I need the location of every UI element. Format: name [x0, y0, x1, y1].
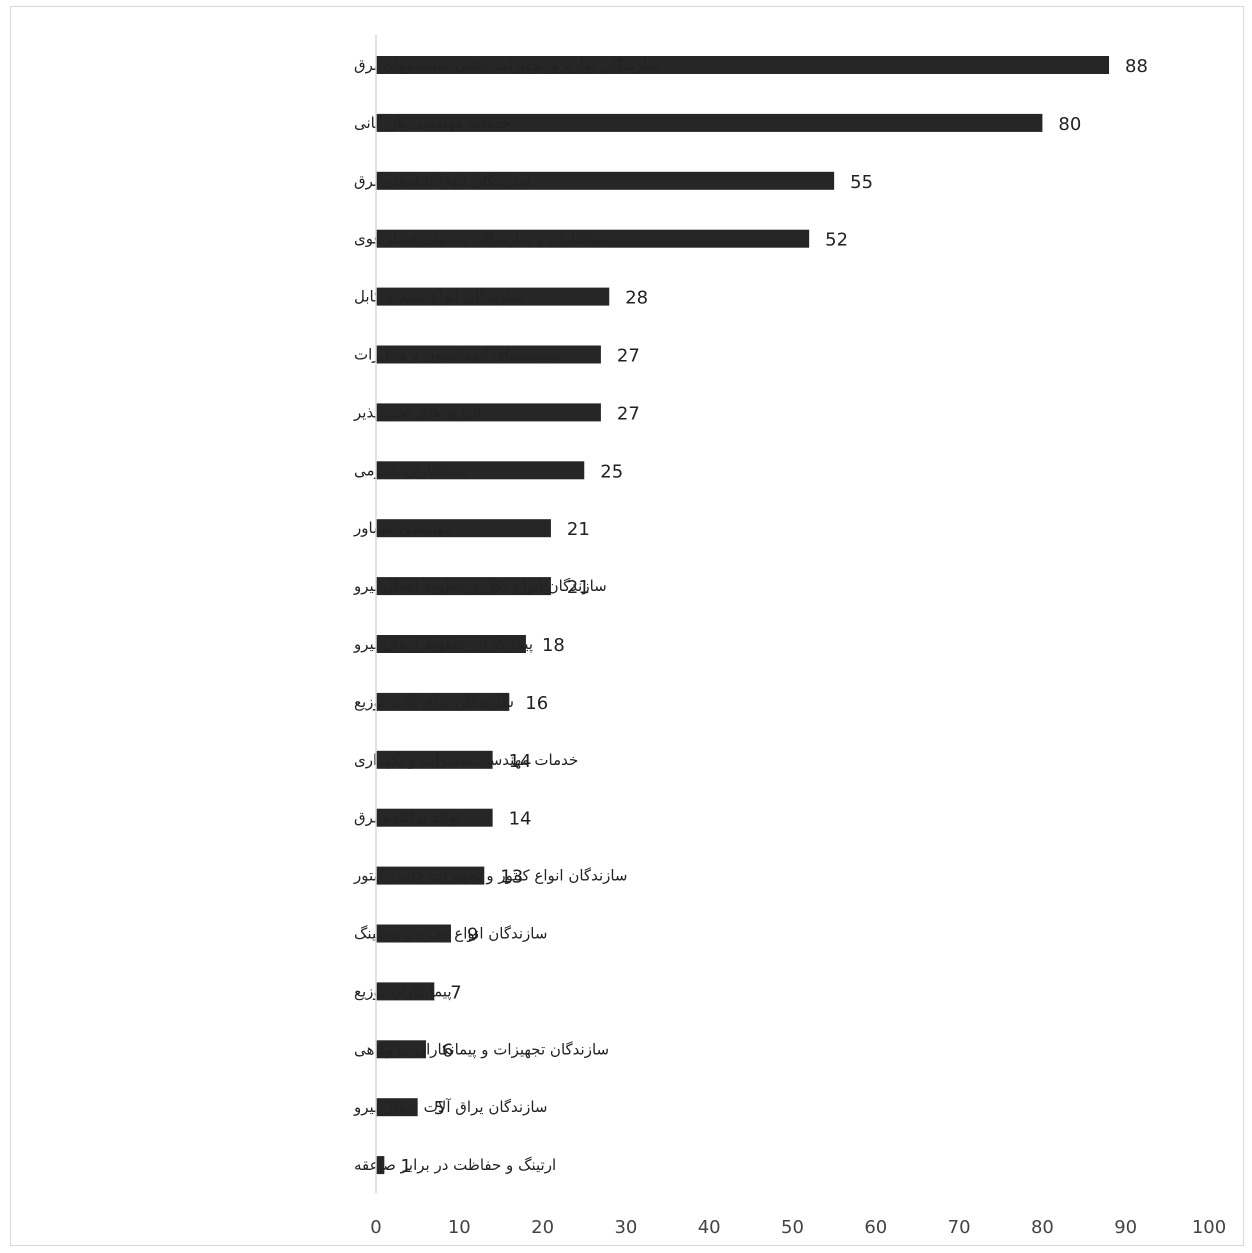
category-label: ارتینگ و حفاظت در برابر صاعقه — [354, 1156, 556, 1174]
x-tick-label: 70 — [948, 1217, 971, 1238]
x-tick-label: 90 — [1114, 1217, 1137, 1238]
value-label: 52 — [825, 230, 848, 251]
category-label: سازندگان انواع سیم و کابل — [354, 288, 523, 306]
category-label: تولید پراکنده برق — [354, 809, 461, 828]
bar — [376, 924, 451, 943]
category-label: سازندگان انواع تابلوهای برق — [354, 172, 531, 190]
bar — [376, 1098, 418, 1117]
category-label: خدمات مهندسی بازرگانی — [354, 114, 511, 132]
x-tick-label: 50 — [781, 1217, 804, 1238]
category-label: مهندسی مشاور — [353, 519, 452, 537]
category-label: پیمانکاران و سازندگان پستهای فشار قوی — [354, 230, 610, 249]
value-label: 55 — [850, 172, 873, 193]
value-labels: 88 80 55 52 28 27 27 25 21 21 18 16 14 14 13 9 7 6 5 1 — [400, 56, 1148, 1177]
x-axis-ticks: 0 10 20 30 40 50 60 70 80 90 100 — [370, 1217, 1226, 1238]
bar — [376, 113, 1043, 132]
category-label: سیستمهای اتوماسیون و مخابرات — [354, 346, 560, 364]
value-label: 14 — [509, 809, 532, 830]
bar — [376, 808, 493, 827]
bar — [376, 519, 551, 538]
value-label: 16 — [525, 693, 548, 714]
value-label: 13 — [500, 867, 523, 888]
bar — [376, 56, 1110, 74]
bar — [376, 750, 493, 769]
category-label: سازندگان یراق آلات انتقال نیرو — [353, 1098, 547, 1116]
bar — [376, 866, 485, 885]
x-tick-label: 100 — [1192, 1217, 1226, 1238]
value-label: 88 — [1125, 56, 1148, 77]
category-label: پیمانکاران توزیع — [354, 982, 452, 1001]
bar — [376, 287, 610, 306]
bar — [376, 171, 835, 190]
category-label: سازندگان لوازم و تجهیزات جانبی سیستمهای … — [354, 56, 660, 74]
bar — [376, 692, 510, 711]
category-label: سازندگان یراق آلات توزیع — [354, 693, 514, 711]
value-label: 14 — [509, 751, 532, 772]
bar — [376, 1156, 385, 1175]
bar — [376, 1040, 426, 1059]
bar — [376, 345, 601, 364]
value-label: 25 — [600, 461, 623, 482]
value-label: 27 — [617, 346, 640, 367]
bar — [376, 229, 810, 248]
x-tick-label: 0 — [370, 1217, 381, 1238]
value-label: 28 — [625, 288, 648, 309]
x-tick-label: 60 — [864, 1217, 887, 1238]
category-label: پیمانکاران خطوط انتقال نیرو — [353, 635, 533, 654]
value-label: 7 — [450, 982, 461, 1003]
category-label: سازندگان انواع کنتور و تجهیزات جانبی کنت… — [353, 867, 628, 885]
bar — [376, 577, 551, 596]
x-tick-label: 40 — [698, 1217, 721, 1238]
category-label: سازندگان انواع مقره و بوشینگ — [354, 925, 547, 943]
category-label: سازندگان انواع دکل و خطوط انتقال نیرو — [353, 577, 607, 595]
category-label: خدمات مهندسی،تعمیرات و نگهداری — [354, 751, 578, 769]
bar — [376, 461, 585, 480]
x-tick-label: 30 — [614, 1217, 637, 1238]
x-tick-label: 10 — [448, 1217, 471, 1238]
chart-frame — [10, 6, 1244, 1246]
bar — [376, 403, 601, 422]
value-label: 1 — [400, 1156, 411, 1177]
value-label: 6 — [442, 1040, 453, 1061]
category-label: انرژی های تجدیدپذیر — [353, 403, 482, 422]
value-label: 21 — [567, 577, 590, 598]
category-labels: سازندگان لوازم و تجهیزات جانبی سیستمهای … — [353, 56, 660, 1174]
bars-layer — [376, 56, 1110, 1175]
bar — [376, 982, 435, 1001]
value-label: 80 — [1058, 114, 1081, 135]
value-label: 5 — [434, 1098, 445, 1119]
value-label: 21 — [567, 519, 590, 540]
category-label: پیمانکاران عمومی — [354, 461, 466, 480]
value-label: 9 — [467, 925, 478, 946]
category-label: سازندگان تجهیزات و پیمانکاران نیروگاهی — [354, 1040, 609, 1059]
bar — [376, 635, 526, 653]
value-label: 27 — [617, 403, 640, 424]
value-label: 18 — [542, 635, 565, 656]
x-tick-label: 80 — [1031, 1217, 1054, 1238]
x-tick-label: 20 — [531, 1217, 554, 1238]
